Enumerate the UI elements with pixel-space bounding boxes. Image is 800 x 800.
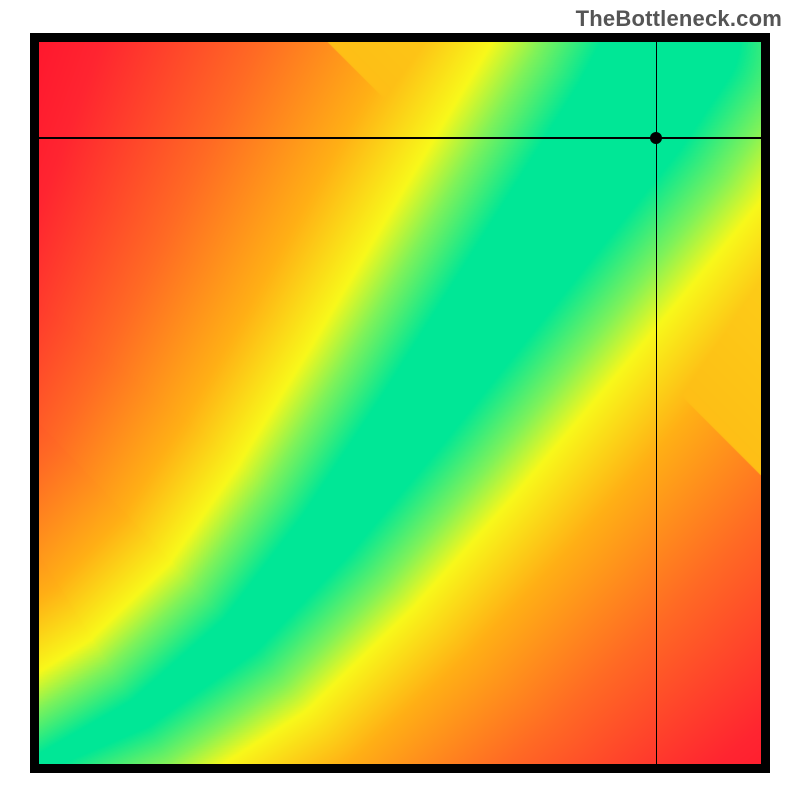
watermark-text: TheBottleneck.com xyxy=(576,6,782,32)
heatmap-canvas xyxy=(39,42,761,764)
plot-frame xyxy=(30,33,770,773)
plot-area xyxy=(39,42,761,764)
chart-container: { "watermark": { "text": "TheBottleneck.… xyxy=(0,0,800,800)
